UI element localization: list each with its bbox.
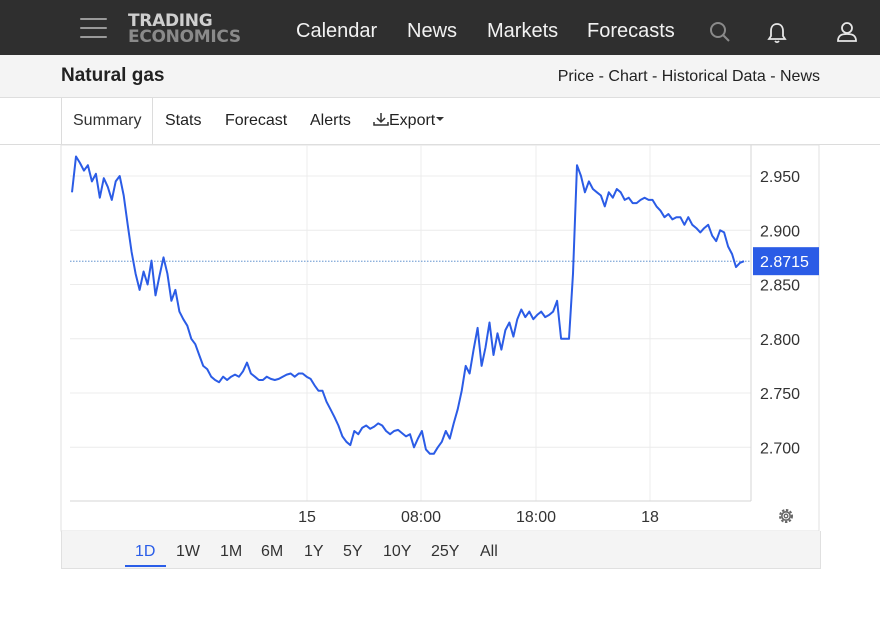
y-tick-label: 2.900: [760, 223, 800, 240]
y-tick-label: 2.750: [760, 386, 800, 403]
x-tick-label: 18: [641, 509, 659, 526]
subnav-links[interactable]: Price - Chart - Historical Data - News: [557, 68, 820, 85]
tab-forecast[interactable]: Forecast: [225, 112, 288, 129]
range-all[interactable]: All: [480, 543, 498, 560]
logo[interactable]: TRADING ECONOMICS: [128, 11, 241, 47]
logo-line2: ECONOMICS: [128, 27, 241, 47]
chart-frame: [60, 144, 820, 532]
bell-icon[interactable]: [767, 22, 787, 44]
page-title: Natural gas: [61, 65, 165, 86]
active-range-underline: [125, 565, 166, 567]
download-icon: [373, 113, 389, 126]
last-price-box: [753, 247, 819, 276]
logo-line1: TRADING: [128, 11, 213, 31]
y-grid: [70, 175, 751, 448]
caret-down-icon: [436, 117, 445, 121]
y-tick-label: 2.700: [760, 440, 800, 457]
x-tick-label: 15: [298, 509, 316, 526]
x-axis-labels: 15 08:00 18:00 18: [298, 509, 659, 526]
range-1w[interactable]: 1W: [176, 543, 200, 560]
last-price-label: 2.8715: [760, 254, 809, 271]
nav-forecasts[interactable]: Forecasts: [587, 20, 675, 42]
range-5y[interactable]: 5Y: [343, 543, 363, 560]
user-icon[interactable]: [836, 21, 858, 43]
series-line: [71, 155, 745, 455]
nav-calendar[interactable]: Calendar: [296, 20, 378, 42]
range-selector: 1D 1W 1M 6M 1Y 5Y 10Y 25Y All: [61, 531, 821, 569]
range-25y[interactable]: 25Y: [431, 543, 460, 560]
tab-alerts[interactable]: Alerts: [310, 112, 351, 129]
range-10y[interactable]: 10Y: [383, 543, 412, 560]
menu-icon[interactable]: [80, 18, 107, 38]
range-1d[interactable]: 1D: [135, 543, 156, 560]
tab-export[interactable]: Export: [373, 112, 445, 130]
tab-stats[interactable]: Stats: [165, 112, 202, 129]
nav-news[interactable]: News: [407, 20, 458, 42]
x-grid: [306, 145, 651, 501]
y-tick-label: 2.950: [760, 169, 800, 186]
y-tick-label: 2.800: [760, 332, 800, 349]
x-tick-label: 08:00: [401, 509, 441, 526]
gear-icon[interactable]: [776, 506, 796, 526]
tab-summary[interactable]: Summary: [61, 98, 154, 144]
range-1y[interactable]: 1Y: [304, 543, 324, 560]
subheader: Natural gas Price - Chart - Historical D…: [0, 55, 880, 98]
y-tick-label: 2.850: [760, 278, 800, 295]
range-1m[interactable]: 1M: [220, 543, 243, 560]
range-6m[interactable]: 6M: [261, 543, 284, 560]
export-label: Export: [389, 112, 436, 129]
y-axis-labels: 2.950 2.900 2.850 2.800 2.750 2.700: [760, 169, 800, 457]
top-navbar: TRADING ECONOMICS Calendar News Markets …: [0, 0, 880, 55]
x-tick-label: 18:00: [516, 509, 556, 526]
nav-markets[interactable]: Markets: [487, 20, 559, 42]
search-icon[interactable]: [709, 21, 731, 43]
